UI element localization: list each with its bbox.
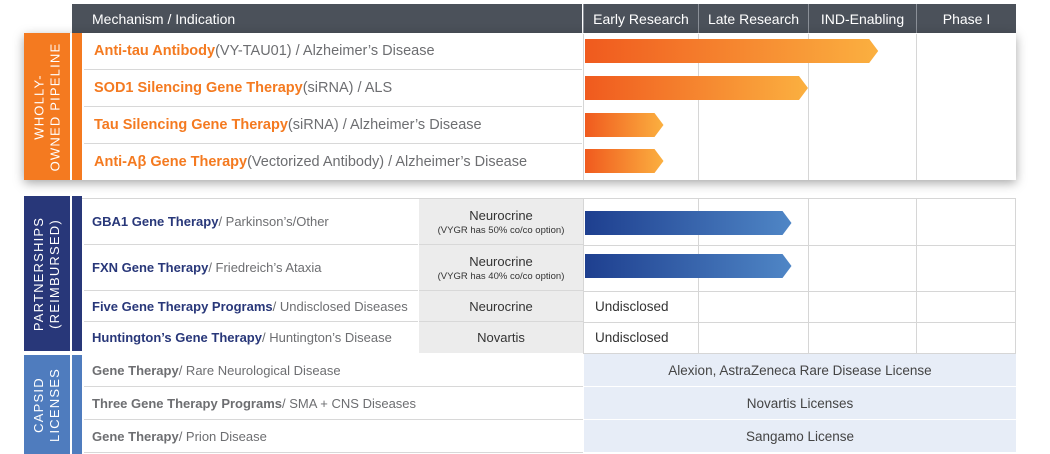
license-cell: Alexion, AstraZeneca Rare Disease Licens… [584,354,1016,387]
program-name: Three Gene Therapy Programs [92,395,283,411]
capsid-licenses-stripe [72,355,82,454]
partnerships-stripe [72,196,82,351]
grid-line [583,291,1016,292]
program-detail: / Friedreich’s Ataxia [208,260,322,275]
wholly-owned-label: WHOLLY- OWNED PIPELINE [24,33,70,180]
program-name: Five Gene Therapy Programs [92,298,273,314]
pipeline-row: SOD1 Silencing Gene Therapy (siRNA) / AL… [84,70,582,107]
partner-name: Neurocrine [469,298,533,314]
grid-line [916,34,917,180]
capsid-licenses-label: CAPSID LICENSES [24,355,70,454]
pipeline-row: Tau Silencing Gene Therapy (siRNA) / Alz… [84,107,582,144]
program-name: Tau Silencing Gene Therapy [94,117,288,133]
capsid-row: Gene Therapy / Prion Disease [84,420,583,453]
partner-cell: Novartis [419,322,583,353]
partner-cell: Neurocrine (VYGR has 40% co/co option) [419,245,583,291]
progress-bar-partnership-2 [585,254,792,278]
header-phase-early-research: Early Research [583,4,698,34]
pipeline-row: Anti-Aβ Gene Therapy (Vectorized Antibod… [84,143,582,180]
header-phase-ind-enabling: IND-Enabling [808,4,916,34]
partner-name: Novartis [477,330,525,345]
grid-line [698,34,699,180]
grid-line [82,198,1016,199]
grid-line [583,322,1016,323]
grid-line [583,245,1016,246]
partnership-row: Huntington’s Gene Therapy / Huntington’s… [84,322,418,353]
wholly-owned-stripe [72,33,82,180]
pipeline-row: Anti-tau Antibody (VY-TAU01) / Alzheimer… [84,33,582,70]
partnership-row: FXN Gene Therapy / Friedreich’s Ataxia [84,245,418,291]
header-phase-late-research: Late Research [698,4,808,34]
grid-line [808,199,809,353]
partner-cell: Neurocrine (VYGR has 50% co/co option) [419,199,583,245]
program-detail: / Parkinson’s/Other [218,214,329,229]
progress-bar-wholly-owned-1 [585,39,879,63]
progress-bar-wholly-owned-4 [585,149,664,173]
program-detail: / SMA + CNS Diseases [282,395,417,411]
status-undisclosed: Undisclosed [595,330,669,345]
partner-cell: Neurocrine [419,291,583,322]
partner-name: Neurocrine [469,253,533,269]
header-phase-1: Phase I [916,4,1016,34]
partnership-row: GBA1 Gene Therapy / Parkinson’s/Other [84,199,418,245]
grid-line [1015,199,1016,353]
program-detail: (siRNA) / ALS [302,80,393,96]
partner-name: Neurocrine [469,207,533,223]
grid-line [583,199,584,353]
capsid-row: Gene Therapy / Rare Neurological Disease [84,354,583,387]
progress-bar-wholly-owned-3 [585,113,664,137]
program-name: FXN Gene Therapy [92,260,209,275]
program-detail: / Rare Neurological Disease [178,362,341,378]
program-detail: / Prion Disease [178,428,267,444]
grid-line [808,34,809,180]
grid-line [916,199,917,353]
progress-bar-wholly-owned-2 [585,76,808,100]
partnerships-label: PARTNERSHIPS (REIMBURSED) [24,196,70,351]
license-cell: Novartis Licenses [584,387,1016,420]
program-name: Huntington’s Gene Therapy [92,330,262,345]
partner-note: (VYGR has 50% co/co option) [437,224,565,236]
program-name: GBA1 Gene Therapy [92,214,219,229]
program-name: Anti-tau Antibody [94,43,216,59]
header-mechanism: Mechanism / Indication [72,4,582,34]
program-detail: / Undisclosed Diseases [272,298,408,314]
program-detail: (siRNA) / Alzheimer’s Disease [287,117,482,133]
program-detail: / Huntington’s Disease [261,330,392,345]
program-name: Gene Therapy [92,362,179,378]
program-detail: (Vectorized Antibody) / Alzheimer’s Dise… [247,153,528,170]
capsid-row: Three Gene Therapy Programs / SMA + CNS … [84,387,583,420]
program-name: Gene Therapy [92,428,179,444]
partnership-row: Five Gene Therapy Programs / Undisclosed… [84,291,418,322]
program-detail: (VY-TAU01) / Alzheimer’s Disease [215,43,435,59]
status-undisclosed: Undisclosed [595,299,669,314]
license-cell: Sangamo License [584,420,1016,453]
progress-bar-partnership-1 [585,211,792,235]
grid-line [583,353,1016,354]
program-name: SOD1 Silencing Gene Therapy [94,80,303,96]
grid-line [583,34,584,180]
partner-note: (VYGR has 40% co/co option) [437,270,565,282]
program-name: Anti-Aβ Gene Therapy [94,153,248,170]
